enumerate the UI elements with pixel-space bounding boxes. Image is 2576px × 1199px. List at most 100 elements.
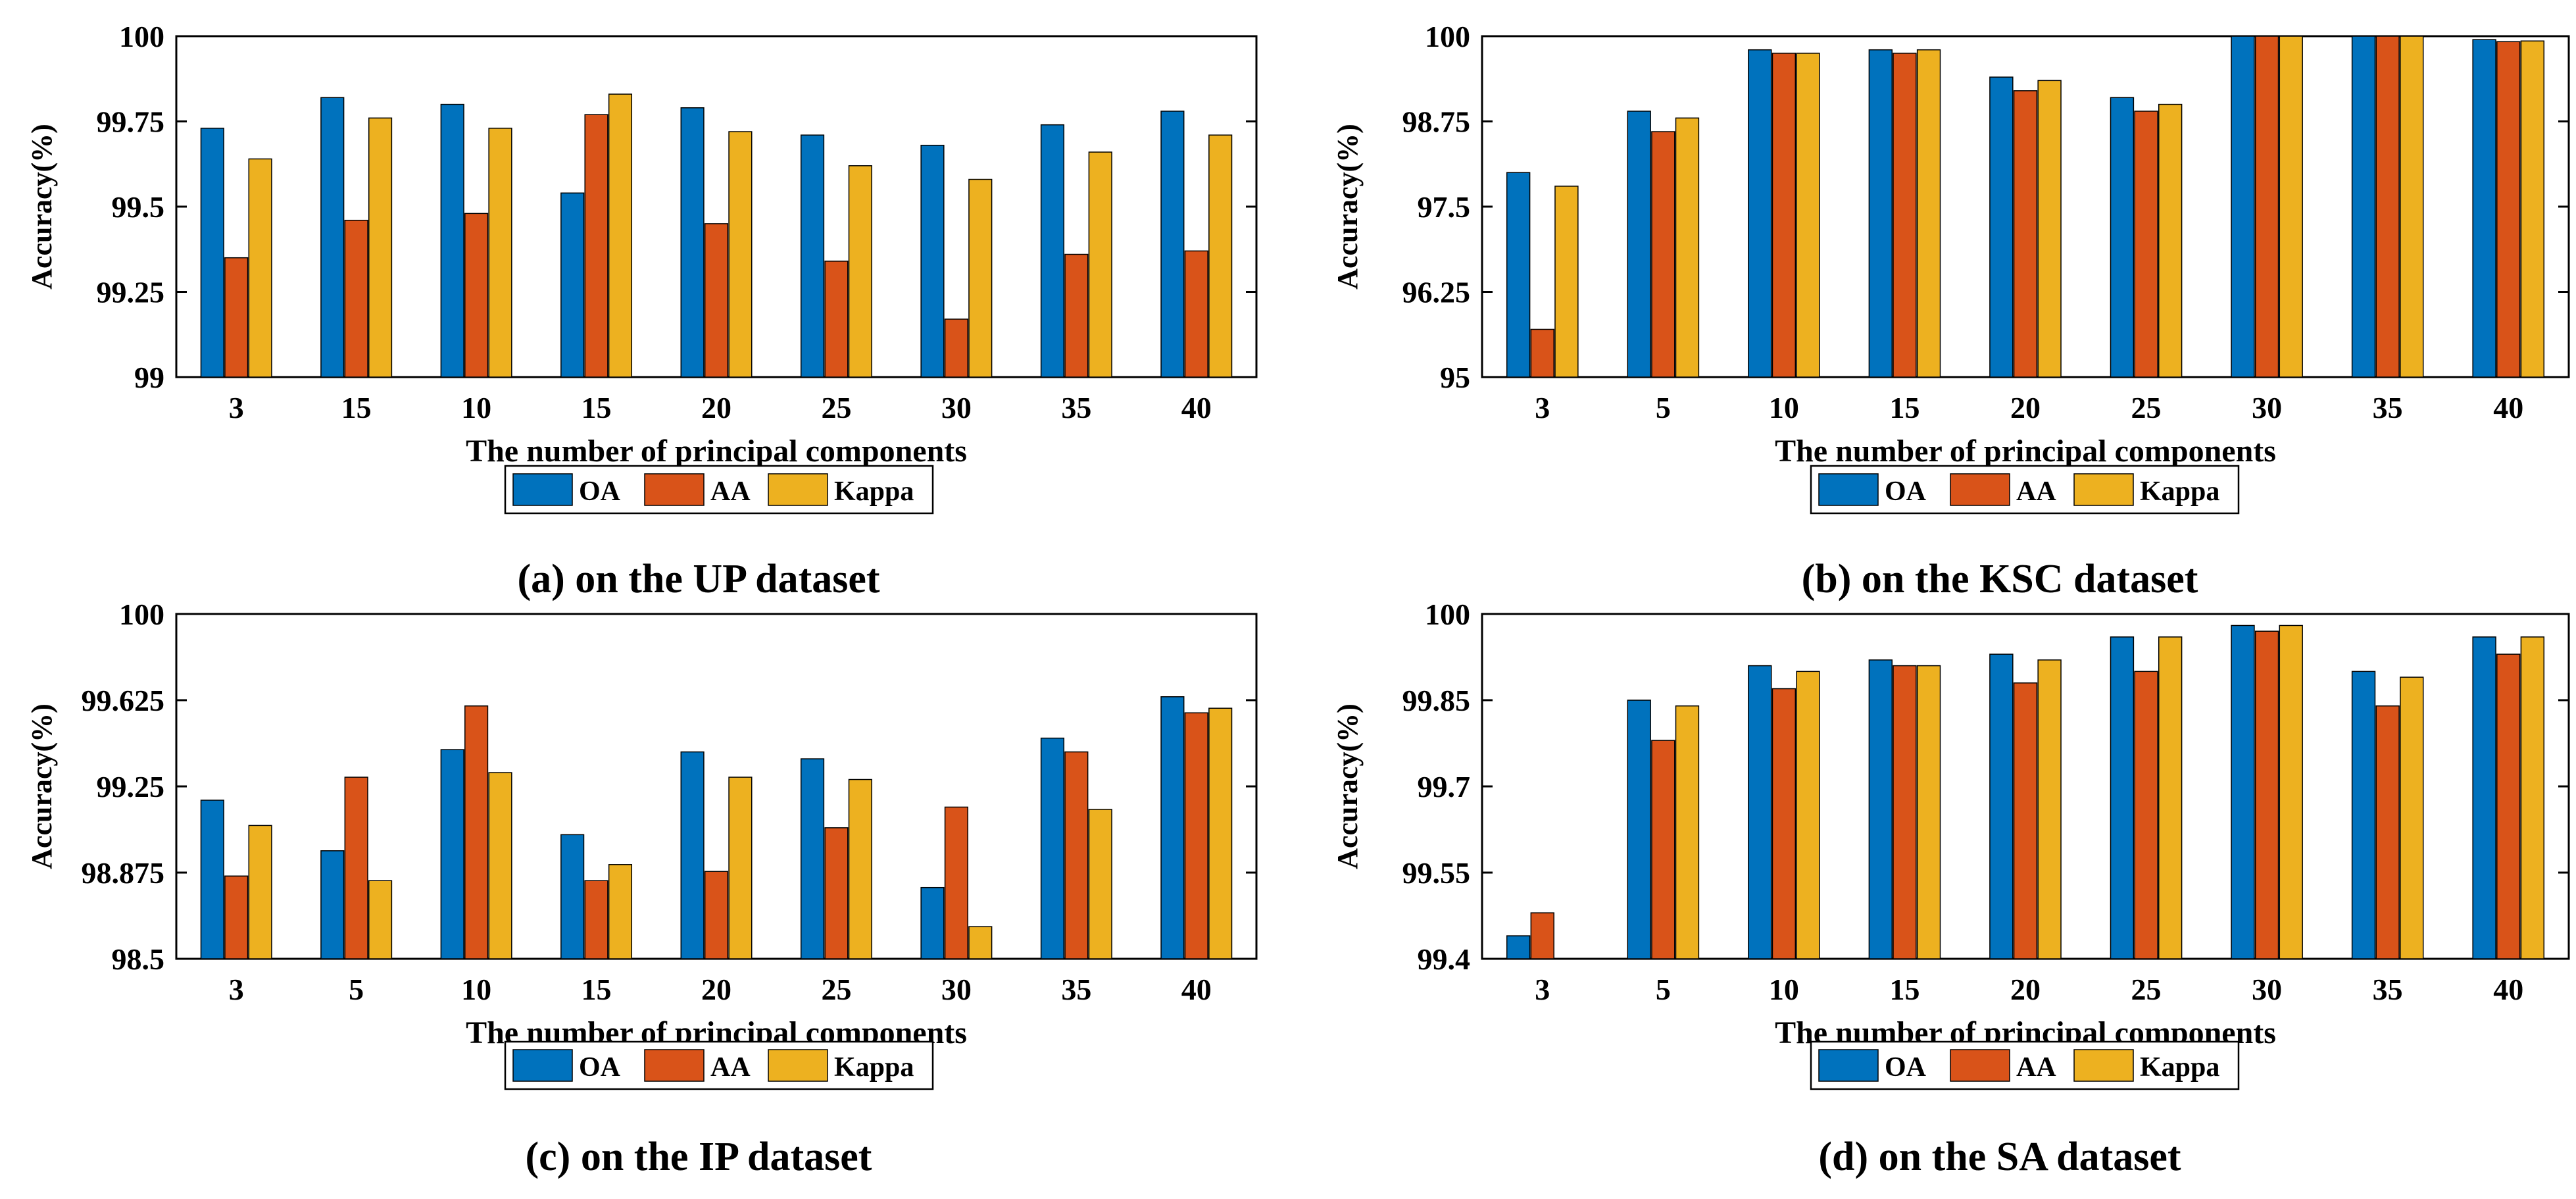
- x-tick-label: 10: [1769, 391, 1799, 424]
- x-tick-label: 3: [229, 973, 244, 1006]
- x-tick-label: 25: [821, 391, 851, 424]
- bar-aa: [464, 705, 489, 959]
- legend-label-oa: OA: [1885, 1052, 1927, 1083]
- x-tick-label: 40: [2493, 391, 2523, 424]
- x-tick-label: 15: [582, 973, 612, 1006]
- x-tick-label: 20: [2010, 391, 2041, 424]
- bar-oa: [2351, 36, 2376, 378]
- bar-kappa: [1796, 671, 1820, 959]
- bar-aa: [344, 219, 368, 378]
- bar-aa: [704, 871, 729, 959]
- bar-kappa: [1675, 705, 1700, 959]
- bar-aa: [584, 880, 608, 959]
- bar-kappa: [248, 825, 272, 959]
- bar-kappa: [2158, 103, 2183, 378]
- bar-aa: [1771, 53, 1796, 378]
- bar-kappa: [608, 93, 633, 378]
- y-tick-label: 100: [1425, 20, 1470, 53]
- bar-oa: [1506, 935, 1531, 959]
- x-tick-label: 20: [2010, 973, 2041, 1006]
- y-tick-label: 99.25: [97, 770, 165, 804]
- x-tick-label: 15: [582, 391, 612, 424]
- bar-kappa: [968, 178, 993, 378]
- legend-swatch-kappa: [2073, 473, 2134, 506]
- y-tick-label: 97.5: [1418, 190, 1471, 224]
- legend-label-kappa: Kappa: [2140, 1052, 2219, 1083]
- bar-aa: [2496, 41, 2521, 378]
- legend-label-aa: AA: [710, 476, 751, 507]
- bar-kappa: [2158, 636, 2183, 959]
- bar-oa: [800, 134, 825, 378]
- bar-oa: [800, 758, 825, 959]
- bar-aa: [944, 319, 968, 378]
- bar-aa: [1893, 665, 1917, 959]
- legend-swatch-oa: [512, 1049, 573, 1082]
- bar-aa: [824, 261, 849, 378]
- x-tick-label: 10: [1769, 973, 1799, 1006]
- bar-kappa: [2400, 36, 2424, 378]
- legend-label-aa: AA: [710, 1052, 751, 1083]
- y-tick-label: 99.55: [1402, 856, 1471, 890]
- bar-kappa: [2520, 636, 2545, 959]
- bar-aa: [2254, 36, 2279, 378]
- x-tick-label: 25: [2131, 391, 2162, 424]
- bar-aa: [1893, 53, 1917, 378]
- bar-kappa: [608, 864, 633, 959]
- bar-kappa: [2037, 80, 2062, 378]
- legend-swatch-oa: [512, 473, 573, 506]
- legend-label-aa: AA: [2016, 476, 2056, 507]
- x-tick-label: 25: [821, 973, 851, 1006]
- x-tick-label: 3: [1535, 973, 1550, 1006]
- legend-swatch-aa: [1950, 473, 2010, 506]
- legend-swatch-oa: [1818, 1049, 1879, 1082]
- legend-swatch-aa: [644, 1049, 705, 1082]
- bar-aa: [2496, 653, 2521, 959]
- panel-caption: (a) on the UP dataset: [517, 557, 879, 601]
- bar-oa: [320, 97, 345, 378]
- bar-aa: [1651, 131, 1675, 378]
- bar-kappa: [488, 772, 512, 959]
- bar-kappa: [1796, 53, 1820, 378]
- bar-kappa: [848, 165, 872, 378]
- legend: OA AA Kappa: [504, 465, 934, 515]
- bar-kappa: [1916, 665, 1941, 959]
- bar-oa: [1748, 49, 1772, 378]
- x-tick-label: 15: [1889, 391, 1920, 424]
- bar-kappa: [248, 158, 272, 378]
- bar-aa: [2375, 36, 2400, 378]
- x-tick-label: 5: [349, 973, 364, 1006]
- bar-aa: [224, 875, 249, 959]
- bar-oa: [1160, 696, 1185, 959]
- bar-kappa: [728, 131, 753, 378]
- x-tick-label: 10: [461, 391, 491, 424]
- bar-aa: [704, 223, 729, 378]
- bar-oa: [200, 800, 224, 959]
- bar-aa: [1184, 712, 1208, 959]
- bar-oa: [440, 103, 464, 378]
- y-tick-label: 100: [1425, 598, 1470, 631]
- y-tick-label: 99.75: [97, 105, 165, 139]
- x-tick-label: 15: [341, 391, 372, 424]
- x-tick-label: 20: [701, 391, 731, 424]
- bar-kappa: [2037, 659, 2062, 959]
- y-tick-label: 95: [1440, 361, 1470, 394]
- bar-oa: [1868, 659, 1893, 959]
- bar-kappa: [848, 778, 872, 959]
- bar-aa: [1651, 740, 1675, 959]
- y-tick-label: 99.625: [82, 684, 165, 717]
- x-tick-label: 25: [2131, 973, 2162, 1006]
- bar-oa: [680, 107, 705, 378]
- y-tick-label: 99.85: [1402, 684, 1471, 717]
- bar-oa: [320, 850, 345, 959]
- bar-oa: [920, 145, 945, 378]
- bar-kappa: [1675, 117, 1700, 378]
- x-tick-label: 3: [1535, 391, 1550, 424]
- legend: OA AA Kappa: [1810, 465, 2240, 515]
- bar-oa: [2472, 636, 2496, 959]
- x-tick-label: 10: [461, 973, 491, 1006]
- bar-kappa: [488, 128, 512, 378]
- y-tick-label: 99.4: [1418, 942, 1471, 976]
- bar-oa: [1627, 111, 1651, 378]
